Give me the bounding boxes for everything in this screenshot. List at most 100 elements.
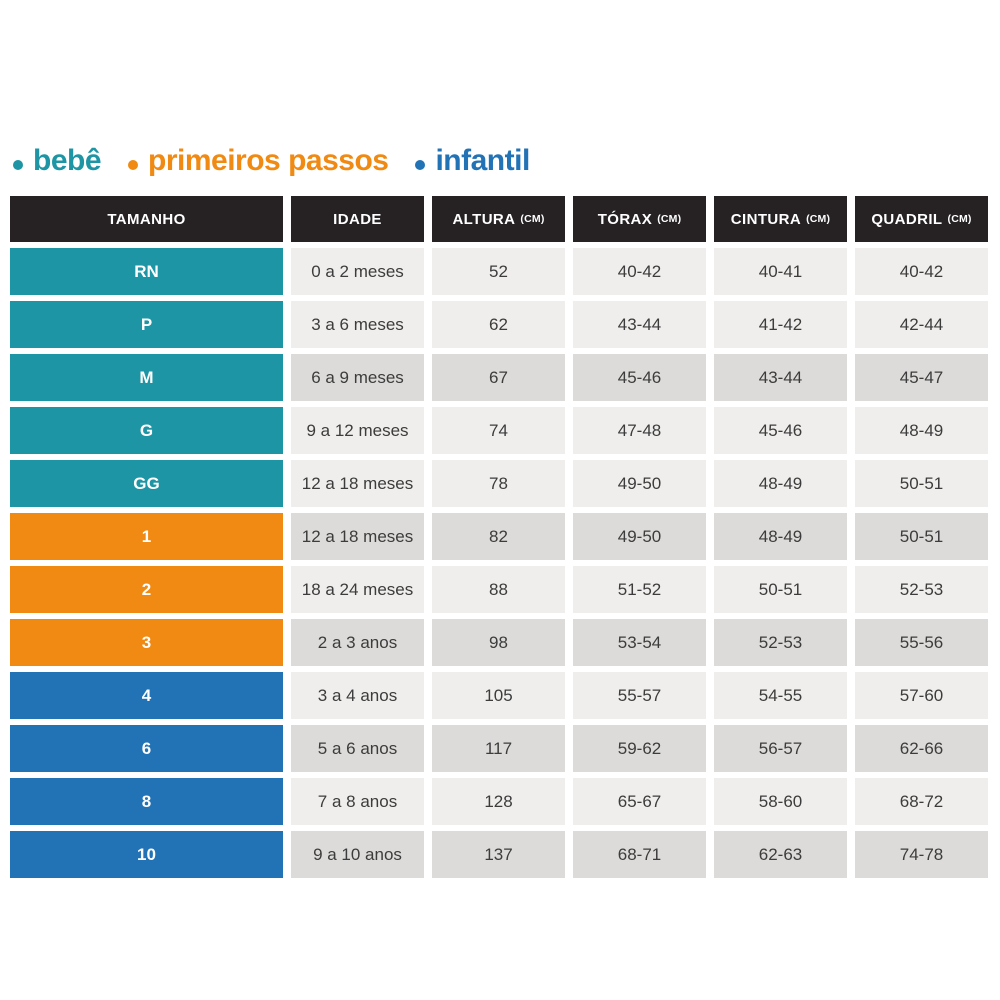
- header-label: TAMANHO: [107, 210, 186, 228]
- cell-chest: 65-67: [573, 778, 706, 825]
- column-header-torax: TÓRAX (CM): [573, 196, 706, 242]
- cell-size: M: [10, 354, 283, 401]
- cell-hip: 68-72: [855, 778, 988, 825]
- cell-height: 117: [432, 725, 565, 772]
- cell-hip: 57-60: [855, 672, 988, 719]
- cell-waist: 41-42: [714, 301, 847, 348]
- cell-size: 8: [10, 778, 283, 825]
- legend: bebê primeiros passos infantil: [13, 144, 530, 178]
- header-unit: (CM): [947, 213, 972, 225]
- cell-age: 9 a 12 meses: [291, 407, 424, 454]
- cell-size: 2: [10, 566, 283, 613]
- cell-size: 10: [10, 831, 283, 878]
- cell-hip: 55-56: [855, 619, 988, 666]
- column-header-tamanho: TAMANHO: [10, 196, 283, 242]
- cell-chest: 51-52: [573, 566, 706, 613]
- cell-waist: 45-46: [714, 407, 847, 454]
- cell-size: P: [10, 301, 283, 348]
- cell-size: 6: [10, 725, 283, 772]
- cell-size: RN: [10, 248, 283, 295]
- cell-waist: 48-49: [714, 513, 847, 560]
- bullet-icon: [415, 159, 426, 170]
- cell-height: 105: [432, 672, 565, 719]
- cell-height: 98: [432, 619, 565, 666]
- legend-item-primeiros-passos: primeiros passos: [128, 144, 389, 178]
- cell-waist: 54-55: [714, 672, 847, 719]
- cell-waist: 40-41: [714, 248, 847, 295]
- cell-chest: 49-50: [573, 460, 706, 507]
- cell-chest: 55-57: [573, 672, 706, 719]
- cell-height: 137: [432, 831, 565, 878]
- cell-waist: 43-44: [714, 354, 847, 401]
- header-unit: (CM): [520, 213, 545, 225]
- header-label: ALTURA: [452, 210, 516, 228]
- cell-size: 4: [10, 672, 283, 719]
- cell-hip: 40-42: [855, 248, 988, 295]
- cell-age: 12 a 18 meses: [291, 513, 424, 560]
- cell-age: 6 a 9 meses: [291, 354, 424, 401]
- cell-waist: 62-63: [714, 831, 847, 878]
- header-label: CINTURA: [730, 210, 802, 228]
- cell-age: 7 a 8 anos: [291, 778, 424, 825]
- legend-label: primeiros passos: [148, 144, 389, 177]
- cell-age: 3 a 4 anos: [291, 672, 424, 719]
- cell-hip: 52-53: [855, 566, 988, 613]
- cell-chest: 43-44: [573, 301, 706, 348]
- header-label: TÓRAX: [597, 210, 653, 228]
- header-unit: (CM): [806, 213, 831, 225]
- bullet-icon: [13, 159, 23, 170]
- cell-age: 9 a 10 anos: [291, 831, 424, 878]
- cell-waist: 48-49: [714, 460, 847, 507]
- cell-size: 1: [10, 513, 283, 560]
- cell-height: 82: [432, 513, 565, 560]
- cell-waist: 56-57: [714, 725, 847, 772]
- cell-age: 18 a 24 meses: [291, 566, 424, 613]
- cell-hip: 50-51: [855, 460, 988, 507]
- cell-chest: 68-71: [573, 831, 706, 878]
- cell-size: 3: [10, 619, 283, 666]
- column-header-idade: IDADE: [291, 196, 424, 242]
- size-chart-table: TAMANHO IDADE ALTURA (CM) TÓRAX (CM) CINTU…: [10, 196, 988, 878]
- cell-hip: 62-66: [855, 725, 988, 772]
- cell-chest: 47-48: [573, 407, 706, 454]
- cell-height: 78: [432, 460, 565, 507]
- column-header-cintura: CINTURA (CM): [714, 196, 847, 242]
- legend-item-bebe: bebê: [13, 144, 102, 178]
- cell-chest: 49-50: [573, 513, 706, 560]
- cell-height: 62: [432, 301, 565, 348]
- cell-height: 67: [432, 354, 565, 401]
- column-header-quadril: QUADRIL (CM): [855, 196, 988, 242]
- cell-age: 3 a 6 meses: [291, 301, 424, 348]
- cell-chest: 45-46: [573, 354, 706, 401]
- cell-chest: 59-62: [573, 725, 706, 772]
- cell-waist: 58-60: [714, 778, 847, 825]
- cell-height: 88: [432, 566, 565, 613]
- header-unit: (CM): [657, 213, 682, 225]
- legend-label: bebê: [33, 144, 102, 177]
- cell-height: 74: [432, 407, 565, 454]
- cell-hip: 74-78: [855, 831, 988, 878]
- cell-hip: 48-49: [855, 407, 988, 454]
- cell-height: 52: [432, 248, 565, 295]
- cell-chest: 40-42: [573, 248, 706, 295]
- bullet-icon: [128, 159, 139, 170]
- cell-hip: 42-44: [855, 301, 988, 348]
- cell-size: GG: [10, 460, 283, 507]
- cell-age: 2 a 3 anos: [291, 619, 424, 666]
- column-header-altura: ALTURA (CM): [432, 196, 565, 242]
- cell-age: 0 a 2 meses: [291, 248, 424, 295]
- header-label: QUADRIL: [871, 210, 943, 228]
- cell-age: 5 a 6 anos: [291, 725, 424, 772]
- header-label: IDADE: [333, 210, 382, 228]
- cell-hip: 50-51: [855, 513, 988, 560]
- legend-item-infantil: infantil: [415, 144, 530, 178]
- cell-size: G: [10, 407, 283, 454]
- cell-height: 128: [432, 778, 565, 825]
- legend-label: infantil: [435, 144, 530, 177]
- cell-waist: 50-51: [714, 566, 847, 613]
- cell-hip: 45-47: [855, 354, 988, 401]
- cell-waist: 52-53: [714, 619, 847, 666]
- cell-chest: 53-54: [573, 619, 706, 666]
- cell-age: 12 a 18 meses: [291, 460, 424, 507]
